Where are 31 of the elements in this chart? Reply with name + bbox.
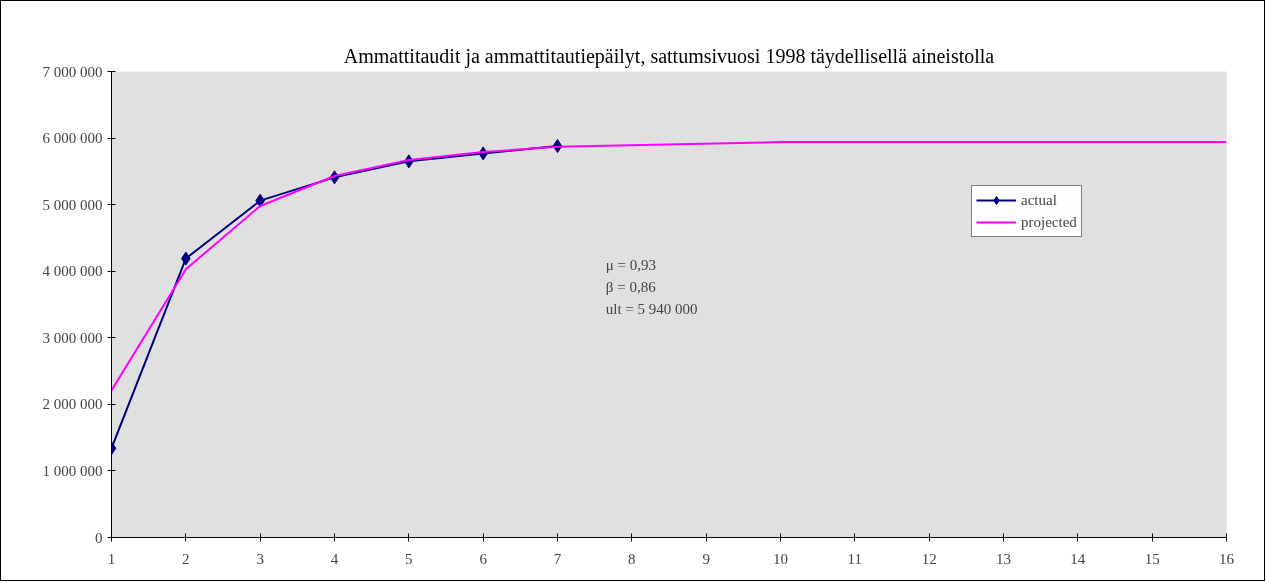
- x-tick-label: 4: [330, 550, 339, 567]
- annotation: ult = 5 940 000: [605, 300, 698, 317]
- x-tick-label: 6: [479, 550, 488, 567]
- y-tick-label: 3 000 000: [42, 329, 103, 346]
- x-tick-label: 3: [256, 550, 264, 567]
- x-tick-label: 5: [405, 550, 413, 567]
- x-tick-label: 16: [1219, 550, 1235, 567]
- y-tick-label: 1 000 000: [42, 462, 103, 479]
- x-tick-label: 9: [702, 550, 710, 567]
- x-tick-label: 1: [107, 550, 116, 567]
- y-tick-label: 6 000 000: [42, 130, 103, 147]
- x-tick-label: 10: [773, 550, 788, 567]
- y-tick-label: 7 000 000: [42, 63, 103, 80]
- x-tick-label: 15: [1144, 550, 1160, 567]
- y-tick-label: 4 000 000: [42, 263, 103, 280]
- chart-title: Ammattitaudit ja ammattitautiepäilyt, sattumsivuosi 1998 täydellisellä aineistolla: [343, 44, 995, 68]
- legend-label: projected: [1021, 213, 1077, 231]
- legend-label: actual: [1021, 191, 1057, 209]
- x-tick-label: 7: [553, 550, 562, 567]
- y-tick-label: 0: [95, 529, 103, 546]
- x-tick-label: 2: [182, 550, 190, 567]
- annotation: μ = 0,93: [605, 256, 657, 273]
- x-tick-label: 11: [847, 550, 863, 567]
- y-tick-label: 2 000 000: [42, 396, 103, 413]
- x-tick-label: 13: [996, 550, 1011, 567]
- annotation: β = 0,86: [605, 278, 657, 295]
- y-tick-label: 5 000 000: [42, 196, 103, 213]
- x-tick-label: 12: [921, 550, 937, 567]
- line-series: [111, 141, 1227, 392]
- x-tick-label: 8: [628, 550, 636, 567]
- x-tick-label: 14: [1070, 550, 1086, 567]
